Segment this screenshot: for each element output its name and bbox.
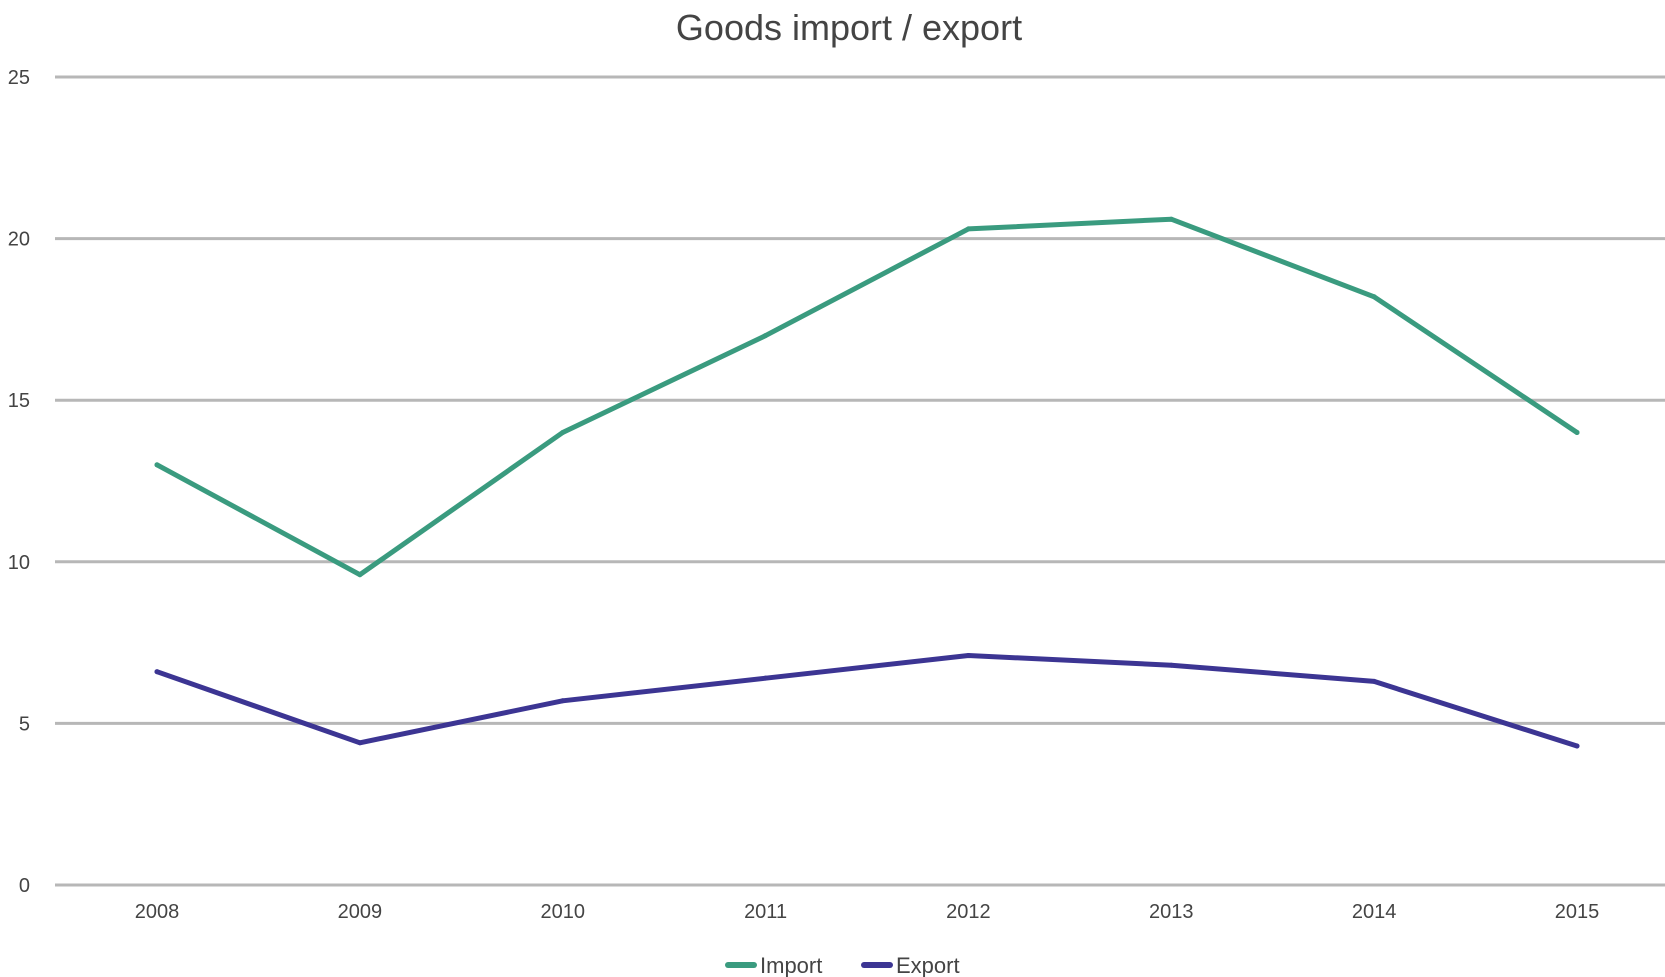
y-tick-label: 5 — [19, 713, 30, 735]
data-point-import — [1371, 294, 1377, 300]
data-point-export — [560, 698, 566, 704]
legend-item-import: Import — [725, 953, 822, 977]
y-tick-label: 20 — [8, 229, 30, 251]
data-point-export — [965, 653, 971, 659]
series-lines — [154, 216, 1580, 749]
legend: Import Export — [725, 953, 960, 977]
data-point-import — [1168, 216, 1174, 222]
chart-title: Goods import / export — [676, 7, 1022, 48]
legend-item-export: Export — [861, 953, 960, 977]
x-tick-label: 2011 — [744, 901, 787, 923]
data-point-export — [1371, 678, 1377, 684]
data-point-export — [154, 669, 160, 675]
x-tick-label: 2008 — [135, 901, 180, 923]
data-point-import — [1574, 430, 1580, 436]
legend-label: Import — [760, 953, 822, 977]
x-axis-ticks: 2008 2009 2010 2011 2012 2013 2014 2015 — [135, 901, 1600, 923]
x-tick-label: 2014 — [1352, 901, 1397, 923]
data-point-import — [560, 430, 566, 436]
y-tick-label: 0 — [19, 875, 30, 897]
data-point-export — [357, 740, 363, 746]
gridlines — [55, 75, 1665, 887]
data-point-import — [763, 333, 769, 339]
series-line-export — [154, 653, 1580, 749]
x-tick-label: 2015 — [1555, 901, 1600, 923]
y-tick-label: 25 — [8, 67, 30, 89]
data-point-import — [357, 572, 363, 578]
y-tick-label: 15 — [8, 390, 30, 412]
series-line-import — [154, 216, 1580, 578]
x-tick-label: 2013 — [1149, 901, 1194, 923]
x-tick-label: 2010 — [540, 901, 585, 923]
data-point-export — [1574, 743, 1580, 749]
data-point-import — [965, 226, 971, 232]
legend-label: Export — [896, 953, 960, 977]
y-axis-ticks: 0 5 10 15 20 25 — [8, 67, 30, 897]
y-tick-label: 10 — [8, 552, 30, 574]
data-point-export — [763, 675, 769, 681]
x-tick-label: 2012 — [946, 901, 991, 923]
x-tick-label: 2009 — [338, 901, 383, 923]
data-point-import — [154, 462, 160, 468]
data-point-export — [1168, 662, 1174, 668]
